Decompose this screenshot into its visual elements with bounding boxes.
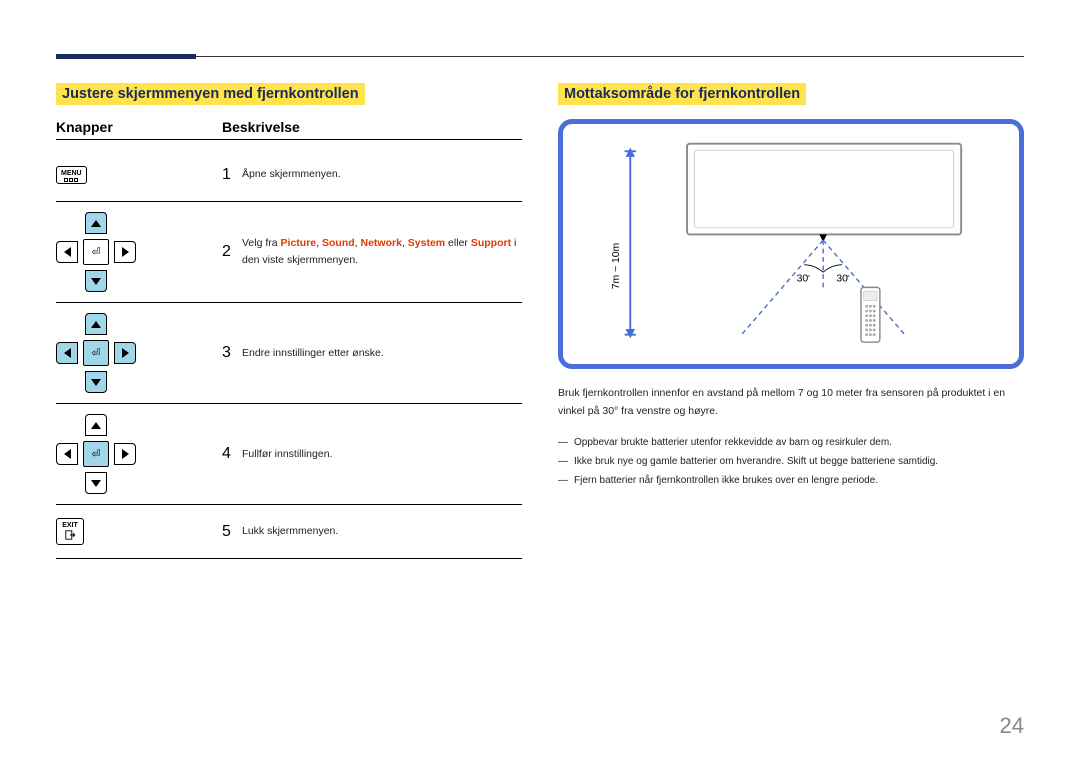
- desc-highlight: System: [408, 237, 445, 249]
- table-row: MENU 1 Åpne skjermmenyen.: [56, 148, 522, 202]
- angle-left-deg: °: [807, 273, 810, 282]
- table-header: Knapper Beskrivelse: [56, 119, 522, 140]
- cell-button: ⏎: [56, 212, 222, 292]
- right-column: Mottaksområde for fjernkontrollen 30: [558, 83, 1024, 559]
- table-row: ⏎ 2 Velg fra Picture, Sound, Network, Sy…: [56, 202, 522, 303]
- right-notes: Oppbevar brukte batterier utenfor rekkev…: [558, 433, 1024, 490]
- exit-icon-glyph: [64, 529, 76, 541]
- exit-icon-label: EXIT: [62, 522, 78, 529]
- desc-highlight: Network: [361, 237, 402, 249]
- th-buttons: Knapper: [56, 119, 222, 135]
- top-rule: [56, 56, 1024, 57]
- dpad-right: [114, 241, 136, 263]
- reception-diagram: 30 ° 30 ° 7m ~ 10m: [558, 119, 1024, 369]
- dpad-center: ⏎: [83, 340, 109, 366]
- page: Justere skjermmenyen med fjernkontrollen…: [0, 0, 1080, 559]
- desc-highlight: Sound: [322, 237, 355, 249]
- row-number: 2: [222, 243, 242, 261]
- menu-icon-bars: [61, 178, 82, 182]
- desc-text: eller: [445, 237, 471, 249]
- row-desc: Fullfør innstillingen.: [242, 446, 522, 463]
- dpad-right: [114, 342, 136, 364]
- row-number: 5: [222, 523, 242, 541]
- row-number: 3: [222, 344, 242, 362]
- remote-screen: [864, 291, 877, 300]
- dpad-left: [56, 443, 78, 465]
- dpad-down: [85, 371, 107, 393]
- columns: Justere skjermmenyen med fjernkontrollen…: [56, 83, 1024, 559]
- note-item: Oppbevar brukte batterier utenfor rekkev…: [558, 433, 1024, 452]
- page-number: 24: [1000, 713, 1024, 739]
- dpad-down: [85, 270, 107, 292]
- row-desc: Åpne skjermmenyen.: [242, 166, 522, 183]
- cell-button: ⏎: [56, 414, 222, 494]
- dpad-icon: ⏎: [56, 313, 136, 393]
- desc-highlight: Support: [471, 237, 511, 249]
- distance-label: 7m ~ 10m: [611, 243, 622, 289]
- right-section-title: Mottaksområde for fjernkontrollen: [558, 83, 806, 105]
- tv-screen: [695, 150, 954, 228]
- row-desc: Velg fra Picture, Sound, Network, System…: [242, 235, 522, 269]
- desc-text: Velg fra: [242, 237, 281, 249]
- cell-button: MENU: [56, 166, 222, 184]
- dpad-center: ⏎: [83, 239, 109, 265]
- menu-icon: MENU: [56, 166, 87, 184]
- diagram-svg: 30 ° 30 ° 7m ~ 10m: [583, 138, 999, 346]
- menu-icon-label: MENU: [61, 170, 82, 177]
- row-desc: Endre innstillinger etter ønske.: [242, 345, 522, 362]
- dpad-icon: ⏎: [56, 212, 136, 292]
- table-row: EXIT 5 Lukk skjermmenyen.: [56, 505, 522, 559]
- angle-right-deg: °: [847, 273, 850, 282]
- th-desc: Beskrivelse: [222, 119, 522, 135]
- exit-icon: EXIT: [56, 518, 84, 545]
- note-item: Ikke bruk nye og gamle batterier om hver…: [558, 452, 1024, 471]
- dpad-up: [85, 212, 107, 234]
- table-row: ⏎ 3 Endre innstillinger etter ønske.: [56, 303, 522, 404]
- arc-right: [823, 265, 842, 273]
- note-text: Oppbevar brukte batterier utenfor rekkev…: [574, 433, 892, 452]
- dpad-icon: ⏎: [56, 414, 136, 494]
- left-column: Justere skjermmenyen med fjernkontrollen…: [56, 83, 522, 559]
- left-section-title: Justere skjermmenyen med fjernkontrollen: [56, 83, 365, 105]
- note-item: Fjern batterier når fjernkontrollen ikke…: [558, 471, 1024, 490]
- note-text: Fjern batterier når fjernkontrollen ikke…: [574, 471, 878, 490]
- cell-button: EXIT: [56, 518, 222, 545]
- dpad-center: ⏎: [83, 441, 109, 467]
- distance-arrow-top: [626, 147, 635, 156]
- cone-left: [740, 240, 823, 336]
- cell-button: ⏎: [56, 313, 222, 393]
- dpad-up: [85, 313, 107, 335]
- dpad-left: [56, 342, 78, 364]
- table-row: ⏎ 4 Fullfør innstillingen.: [56, 404, 522, 505]
- dpad-left: [56, 241, 78, 263]
- desc-highlight: Picture: [281, 237, 317, 249]
- right-body-text: Bruk fjernkontrollen innenfor en avstand…: [558, 385, 1024, 421]
- row-number: 1: [222, 166, 242, 184]
- dpad-down: [85, 472, 107, 494]
- dpad-right: [114, 443, 136, 465]
- dpad-up: [85, 414, 107, 436]
- note-text: Ikke bruk nye og gamle batterier om hver…: [574, 452, 938, 471]
- row-desc: Lukk skjermmenyen.: [242, 523, 522, 540]
- arc-left: [804, 265, 823, 273]
- row-number: 4: [222, 445, 242, 463]
